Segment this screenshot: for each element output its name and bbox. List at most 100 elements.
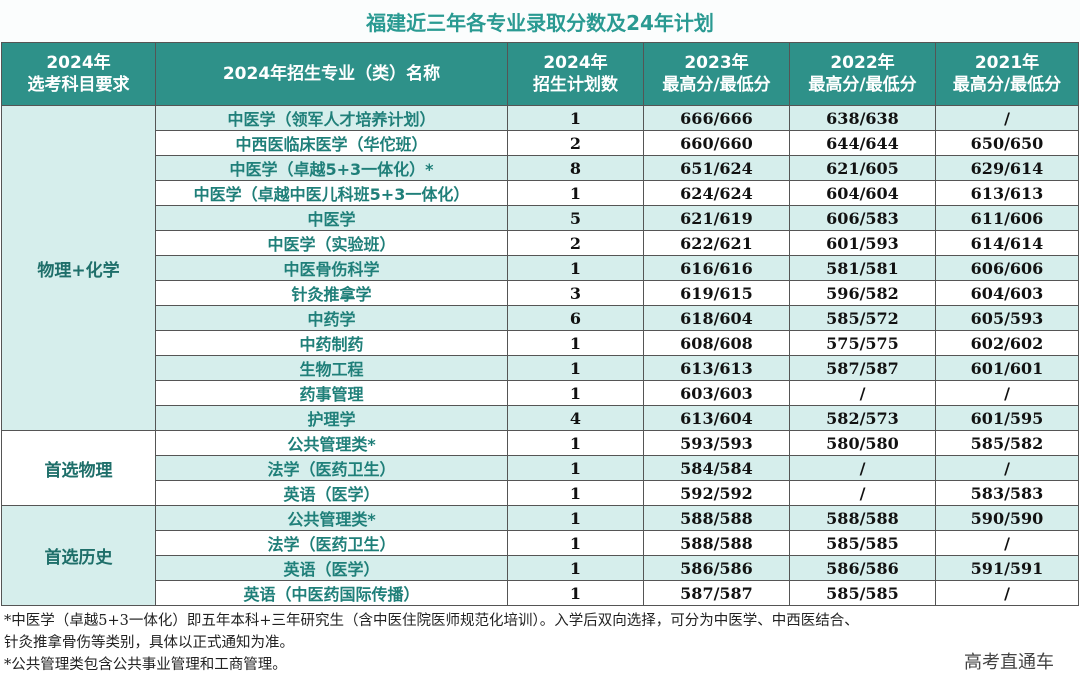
header-2023-line2: 最高分/最低分 bbox=[662, 75, 771, 95]
table-row: 首选物理 公共管理类* 1 593/593 580/580 585/582 bbox=[1, 430, 1079, 506]
table-row: 中药制药 1 608/608 575/575 602/602 bbox=[2, 330, 1079, 356]
score-2022-cell: 575/575 bbox=[789, 330, 936, 356]
header-row: 2024年 选考科目要求 2024年招生专业（类）名称 2024年 招生计划数 … bbox=[1, 42, 1079, 106]
score-2022-cell: 606/583 bbox=[789, 205, 936, 231]
score-2023-cell: 608/608 bbox=[643, 330, 790, 356]
score-2023-cell: 613/613 bbox=[643, 355, 790, 381]
plan-cell: 1 bbox=[507, 380, 644, 406]
score-2021-cell: / bbox=[935, 105, 1079, 131]
major-cell: 护理学 bbox=[155, 405, 508, 431]
score-2022-cell: 587/587 bbox=[789, 355, 936, 381]
major-cell: 药事管理 bbox=[155, 380, 508, 406]
score-2022-cell: 585/585 bbox=[789, 580, 936, 606]
score-2022-cell: 601/593 bbox=[789, 230, 936, 256]
score-2023-cell: 592/592 bbox=[643, 480, 790, 506]
score-2022-cell: 596/582 bbox=[789, 280, 936, 306]
score-2022-cell: 580/580 bbox=[789, 430, 936, 456]
score-2022-cell: 582/573 bbox=[789, 405, 936, 431]
score-2022-cell: / bbox=[789, 455, 936, 481]
score-2022-cell: 586/586 bbox=[789, 555, 936, 581]
header-2021: 2021年 最高分/最低分 bbox=[935, 42, 1079, 106]
table-row: 针灸推拿学 3 619/615 596/582 604/603 bbox=[2, 280, 1079, 306]
score-2023-cell: 584/584 bbox=[643, 455, 790, 481]
score-2023-cell: 588/588 bbox=[643, 530, 790, 556]
header-2023: 2023年 最高分/最低分 bbox=[643, 42, 790, 106]
table-row: 中医学（卓越中医儿科班5+3一体化） 1 624/624 604/604 613/613 bbox=[2, 180, 1079, 206]
table-row: 中医学（实验班） 2 622/621 601/593 614/614 bbox=[2, 230, 1079, 256]
plan-cell: 1 bbox=[507, 355, 644, 381]
major-cell: 生物工程 bbox=[155, 355, 508, 381]
score-2021-cell: / bbox=[935, 380, 1079, 406]
score-2021-cell: 601/595 bbox=[935, 405, 1079, 431]
plan-cell: 4 bbox=[507, 405, 644, 431]
table-row: 生物工程 1 613/613 587/587 601/601 bbox=[2, 355, 1079, 381]
major-cell: 法学（医药卫生） bbox=[155, 455, 508, 481]
score-2023-cell: 618/604 bbox=[643, 305, 790, 331]
header-requirement-line2: 选考科目要求 bbox=[27, 75, 130, 95]
score-2021-cell: 604/603 bbox=[935, 280, 1079, 306]
score-2023-cell: 666/666 bbox=[643, 105, 790, 131]
table-row: 中药学 6 618/604 585/572 605/593 bbox=[2, 305, 1079, 331]
plan-cell: 2 bbox=[507, 130, 644, 156]
table-row: 中医学 5 621/619 606/583 611/606 bbox=[2, 205, 1079, 231]
score-2022-cell: 604/604 bbox=[789, 180, 936, 206]
major-cell: 法学（医药卫生） bbox=[155, 530, 508, 556]
header-2023-line1: 2023年 bbox=[684, 53, 749, 73]
header-plan-line2: 招生计划数 bbox=[533, 75, 618, 95]
plan-cell: 1 bbox=[507, 505, 644, 531]
score-2021-cell: 601/601 bbox=[935, 355, 1079, 381]
plan-cell: 1 bbox=[507, 580, 644, 606]
score-2021-cell: 629/614 bbox=[935, 155, 1079, 181]
score-2023-cell: 621/619 bbox=[643, 205, 790, 231]
score-2021-cell: 606/606 bbox=[935, 255, 1079, 281]
header-major: 2024年招生专业（类）名称 bbox=[155, 42, 508, 106]
score-2023-cell: 622/621 bbox=[643, 230, 790, 256]
plan-cell: 1 bbox=[507, 430, 644, 456]
plan-cell: 5 bbox=[507, 205, 644, 231]
page-title: 福建近三年各专业录取分数及24年计划 bbox=[0, 0, 1080, 42]
score-2021-cell: 583/583 bbox=[935, 480, 1079, 506]
table-row: 英语（医学） 1 586/586 586/586 591/591 bbox=[2, 555, 1079, 581]
score-2021-cell: 590/590 bbox=[935, 505, 1079, 531]
plan-cell: 8 bbox=[507, 155, 644, 181]
table-row: 中西医临床医学（华佗班） 2 660/660 644/644 650/650 bbox=[2, 130, 1079, 156]
score-2023-cell: 613/604 bbox=[643, 405, 790, 431]
score-2022-cell: / bbox=[789, 380, 936, 406]
score-2021-cell: 585/582 bbox=[935, 430, 1079, 456]
score-2022-cell: 644/644 bbox=[789, 130, 936, 156]
plan-cell: 6 bbox=[507, 305, 644, 331]
header-2022: 2022年 最高分/最低分 bbox=[789, 42, 936, 106]
score-2023-cell: 593/593 bbox=[643, 430, 790, 456]
major-cell: 公共管理类* bbox=[155, 430, 508, 456]
score-2021-cell: / bbox=[935, 580, 1079, 606]
score-2021-cell: / bbox=[935, 530, 1079, 556]
header-requirement: 2024年 选考科目要求 bbox=[1, 42, 156, 106]
header-2022-line1: 2022年 bbox=[830, 53, 895, 73]
major-cell: 公共管理类* bbox=[155, 505, 508, 531]
requirement-cell: 首选历史 bbox=[1, 505, 156, 606]
major-cell: 英语（医学） bbox=[155, 480, 508, 506]
major-cell: 中医学（卓越5+3一体化）* bbox=[155, 155, 508, 181]
score-2022-cell: 581/581 bbox=[789, 255, 936, 281]
plan-cell: 3 bbox=[507, 280, 644, 306]
score-2021-cell: 650/650 bbox=[935, 130, 1079, 156]
admission-table: 2024年 选考科目要求 2024年招生专业（类）名称 2024年 招生计划数 … bbox=[1, 42, 1079, 606]
score-2022-cell: / bbox=[789, 480, 936, 506]
plan-cell: 1 bbox=[507, 255, 644, 281]
footnotes: *中医学（卓越5+3一体化）即五年本科+三年研究生（含中医住院医师规范化培训）。… bbox=[4, 610, 1076, 676]
table-row: 物理+化学 中医学（领军人才培养计划） 1 666/666 638/638/ bbox=[1, 105, 1079, 431]
score-2023-cell: 619/615 bbox=[643, 280, 790, 306]
major-cell: 中药学 bbox=[155, 305, 508, 331]
score-2023-cell: 588/588 bbox=[643, 505, 790, 531]
plan-cell: 1 bbox=[507, 480, 644, 506]
score-2022-cell: 585/572 bbox=[789, 305, 936, 331]
plan-cell: 1 bbox=[507, 180, 644, 206]
table-row: 中医骨伤科学 1 616/616 581/581 606/606 bbox=[2, 255, 1079, 281]
score-2023-cell: 616/616 bbox=[643, 255, 790, 281]
score-2023-cell: 624/624 bbox=[643, 180, 790, 206]
footnote-line: *中医学（卓越5+3一体化）即五年本科+三年研究生（含中医住院医师规范化培训）。… bbox=[4, 613, 859, 629]
header-2021-line1: 2021年 bbox=[974, 53, 1040, 73]
major-cell: 中西医临床医学（华佗班） bbox=[155, 130, 508, 156]
score-2021-cell: 602/602 bbox=[935, 330, 1079, 356]
score-2023-cell: 603/603 bbox=[643, 380, 790, 406]
